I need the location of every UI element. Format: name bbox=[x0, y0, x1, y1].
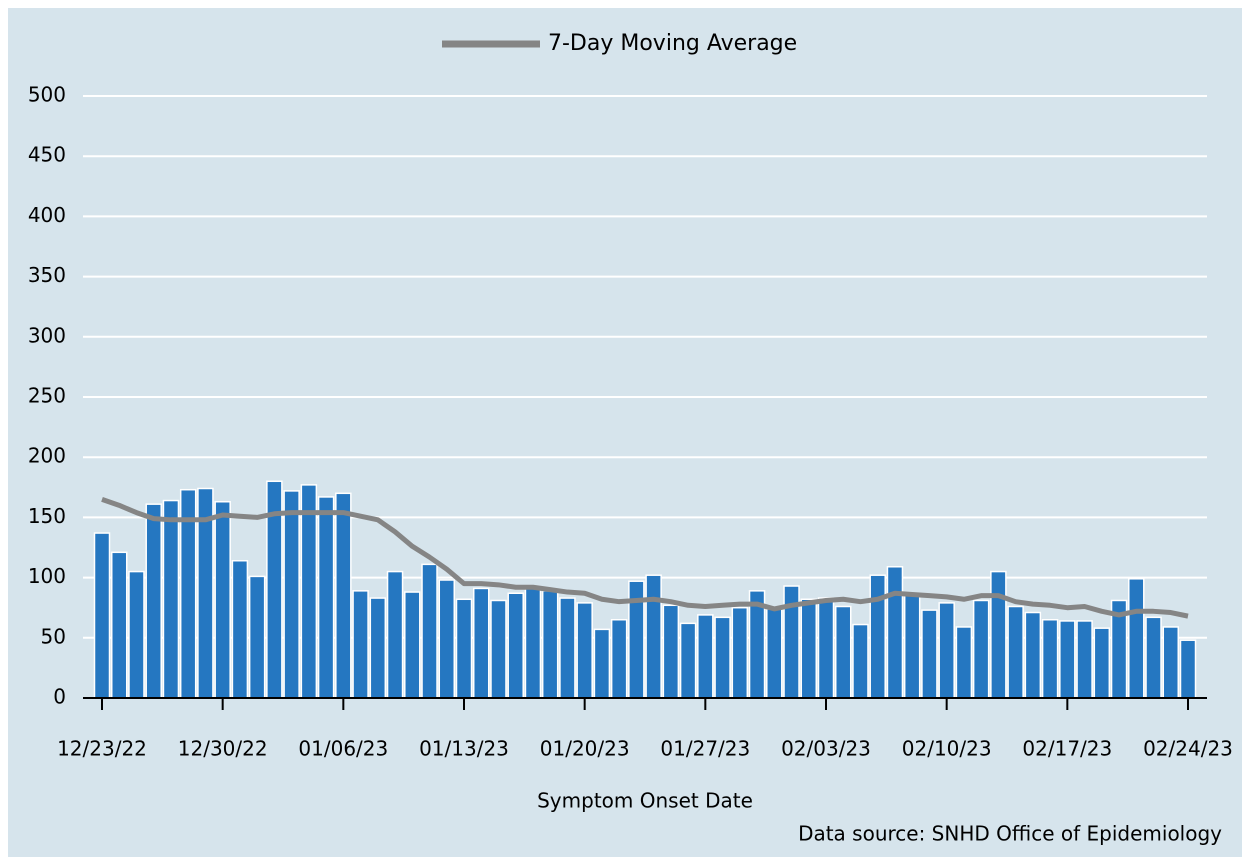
moving-average-line bbox=[101, 496, 1189, 619]
bar bbox=[162, 499, 180, 699]
x-tick-label: 02/17/23 bbox=[1022, 737, 1112, 761]
bar bbox=[231, 559, 249, 699]
bar bbox=[852, 623, 869, 699]
bar bbox=[524, 587, 542, 699]
y-tick-label: 250 bbox=[28, 384, 66, 408]
bar bbox=[283, 490, 300, 699]
bar bbox=[869, 574, 886, 699]
y-tick-label: 0 bbox=[53, 685, 66, 709]
y-tick-label: 50 bbox=[41, 624, 66, 648]
bar bbox=[731, 606, 749, 699]
bar bbox=[404, 591, 421, 699]
bar bbox=[455, 598, 473, 699]
y-tick-label: 300 bbox=[28, 323, 66, 347]
bar bbox=[800, 598, 818, 699]
bar bbox=[317, 496, 335, 699]
bar bbox=[817, 597, 835, 699]
bar bbox=[714, 616, 731, 699]
bar bbox=[93, 532, 111, 699]
bar bbox=[128, 570, 145, 699]
y-tick-label: 150 bbox=[28, 504, 66, 528]
bar bbox=[697, 614, 714, 699]
bar bbox=[938, 602, 955, 699]
bar bbox=[335, 492, 352, 699]
x-tick-label: 02/10/23 bbox=[902, 737, 992, 761]
source-note: Data source: SNHD Office of Epidemiology bbox=[798, 822, 1222, 846]
bar bbox=[369, 597, 387, 699]
bar bbox=[1145, 616, 1162, 699]
bar bbox=[490, 599, 507, 699]
bar bbox=[438, 579, 456, 699]
y-tick-label: 100 bbox=[28, 564, 66, 588]
bar bbox=[576, 602, 593, 699]
x-tick-label: 02/24/23 bbox=[1143, 737, 1233, 761]
bar bbox=[766, 608, 783, 699]
bar bbox=[645, 574, 662, 699]
bar bbox=[559, 597, 576, 699]
bar bbox=[145, 503, 162, 699]
x-tick-label: 01/20/23 bbox=[540, 737, 630, 761]
bar bbox=[886, 566, 904, 699]
bar bbox=[1059, 620, 1076, 699]
bar bbox=[214, 500, 231, 699]
x-tick-label: 12/30/22 bbox=[178, 737, 268, 761]
bar bbox=[834, 605, 852, 699]
x-axis-title: Symptom Onset Date bbox=[537, 789, 753, 813]
bar bbox=[1007, 605, 1024, 699]
bar bbox=[300, 484, 318, 699]
bar bbox=[972, 599, 990, 699]
bar bbox=[903, 593, 921, 699]
x-tick-label: 01/13/23 bbox=[419, 737, 509, 761]
bar bbox=[610, 618, 628, 699]
x-tick-label: 02/03/23 bbox=[781, 737, 871, 761]
bar bbox=[110, 551, 128, 699]
bar bbox=[248, 575, 266, 699]
bar bbox=[386, 570, 404, 699]
bar bbox=[1093, 627, 1111, 699]
bar bbox=[421, 563, 438, 699]
y-tick-label: 350 bbox=[28, 263, 66, 287]
bar bbox=[679, 622, 697, 699]
legend-label: 7-Day Moving Average bbox=[548, 31, 797, 56]
y-tick-label: 400 bbox=[28, 203, 66, 227]
y-tick-label: 200 bbox=[28, 444, 66, 468]
bar bbox=[1076, 620, 1093, 699]
bar bbox=[990, 570, 1007, 699]
x-tick-label: 12/23/22 bbox=[57, 737, 147, 761]
bar bbox=[507, 592, 524, 699]
bar bbox=[1024, 611, 1042, 699]
bar bbox=[593, 628, 611, 699]
bar bbox=[1041, 618, 1059, 699]
bar bbox=[662, 604, 680, 699]
bar bbox=[472, 587, 490, 699]
bar bbox=[352, 590, 369, 699]
bar bbox=[1179, 639, 1197, 699]
y-tick-label: 500 bbox=[28, 83, 66, 107]
bar bbox=[955, 626, 973, 699]
bar bbox=[1162, 626, 1180, 699]
bar bbox=[541, 590, 559, 699]
y-tick-label: 450 bbox=[28, 143, 66, 167]
x-tick-label: 01/27/23 bbox=[660, 737, 750, 761]
bar bbox=[1128, 578, 1145, 699]
chart-background bbox=[8, 8, 1242, 857]
x-tick-label: 01/06/23 bbox=[298, 737, 388, 761]
bar bbox=[921, 609, 938, 699]
